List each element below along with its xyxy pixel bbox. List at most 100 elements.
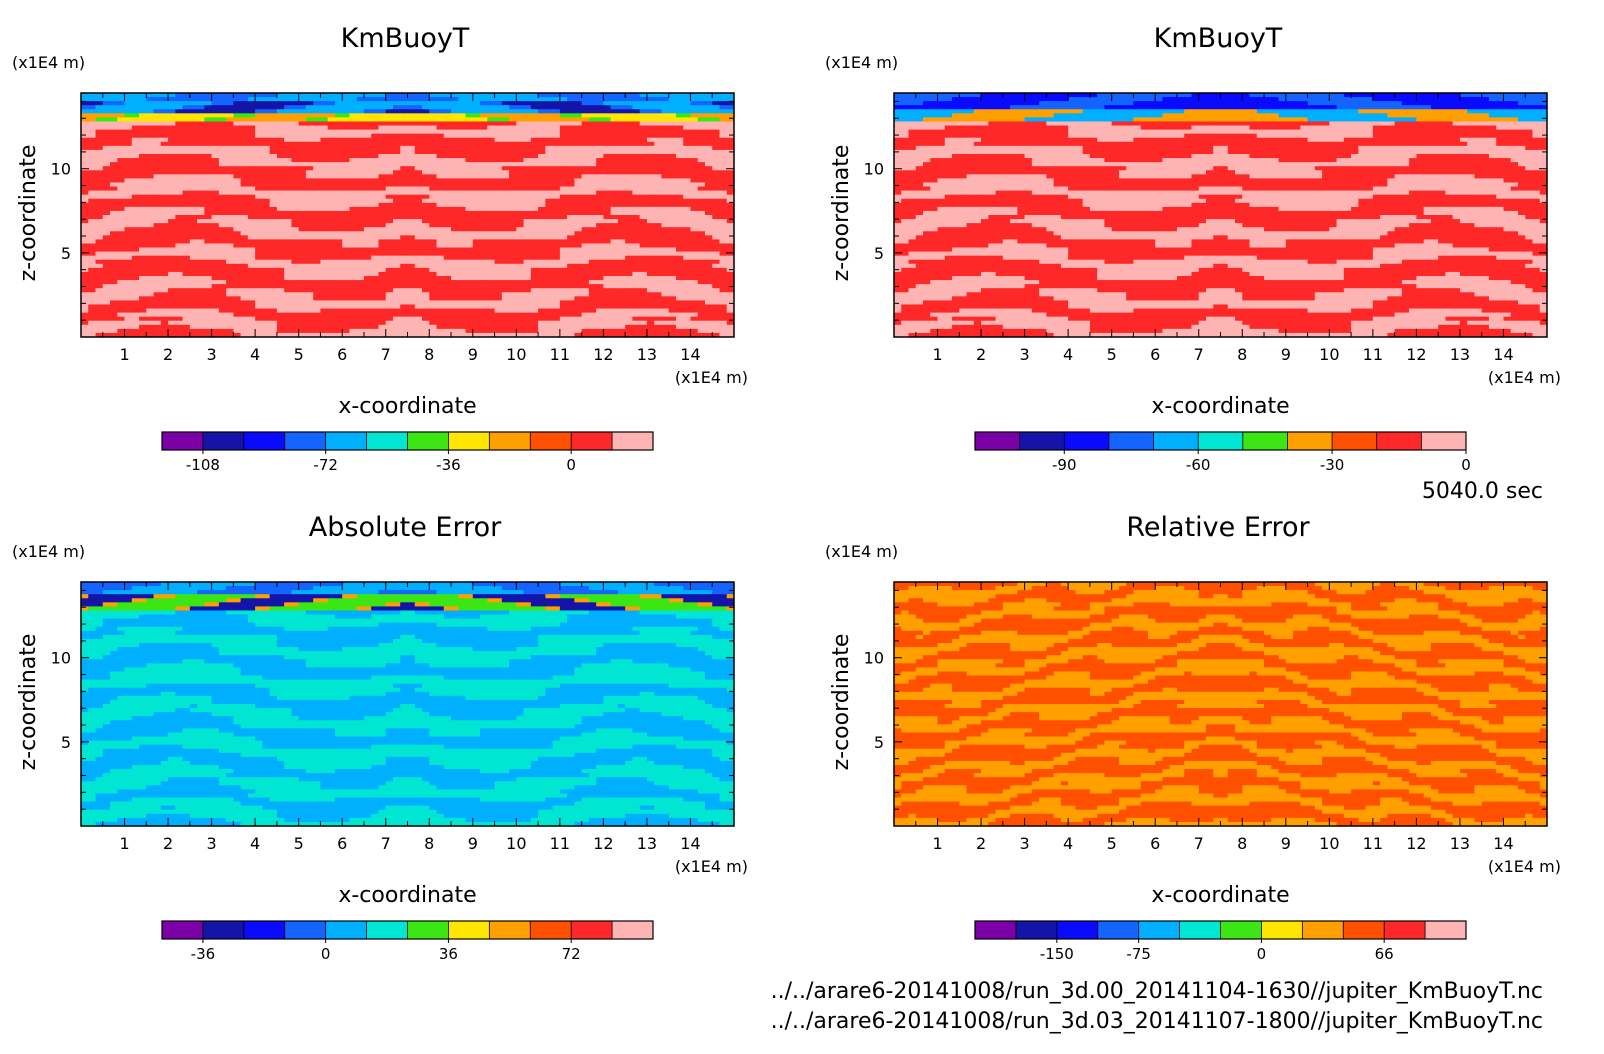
- contour-cell: [298, 121, 307, 127]
- contour-cell: [240, 210, 249, 216]
- contour-cell: [356, 198, 365, 204]
- contour-cell: [538, 97, 546, 102]
- contour-cell: [451, 190, 459, 196]
- contour-cell: [247, 113, 256, 118]
- contour-cell: [683, 154, 692, 159]
- contour-cell: [538, 276, 546, 281]
- contour-cell: [407, 243, 416, 249]
- contour-cell: [139, 121, 147, 127]
- contour-cell: [102, 219, 111, 224]
- contour-cell: [110, 117, 118, 123]
- contour-cell: [668, 267, 677, 273]
- contour-cell: [625, 125, 634, 131]
- contour-cell: [378, 101, 387, 106]
- contour-cell: [451, 267, 459, 273]
- contour-cell: [632, 186, 641, 192]
- contour-cell: [523, 121, 532, 127]
- contour-cell: [538, 239, 546, 245]
- contour-cell: [646, 182, 655, 188]
- contour-cell: [429, 166, 438, 171]
- contour-cell: [429, 227, 438, 232]
- contour-cell: [247, 227, 256, 232]
- contour-cell: [385, 312, 394, 318]
- contour-cell: [81, 255, 89, 261]
- contour-cell: [95, 141, 104, 147]
- contour-cell: [139, 141, 147, 147]
- contour-cell: [197, 190, 205, 196]
- contour-cell: [675, 206, 684, 212]
- contour-cell: [153, 316, 162, 322]
- contour-cell: [269, 125, 278, 131]
- contour-cell: [610, 129, 619, 135]
- contour-cell: [458, 97, 467, 102]
- contour-cell: [480, 93, 488, 98]
- contour-cell: [704, 198, 713, 204]
- contour-cell: [247, 133, 256, 139]
- contour-cell: [704, 141, 713, 147]
- contour-cell: [726, 219, 734, 224]
- contour-cell: [451, 145, 459, 151]
- contour-cell: [313, 129, 322, 135]
- contour-cell: [342, 219, 351, 224]
- contour-cell: [552, 296, 561, 301]
- contour-cell: [487, 280, 496, 285]
- contour-cell: [117, 267, 126, 273]
- contour-cell: [654, 231, 663, 236]
- contour-cell: [334, 223, 343, 228]
- contour-cell: [95, 227, 104, 232]
- contour-cell: [429, 182, 438, 188]
- contour-cell: [407, 206, 416, 212]
- contour-cell: [342, 129, 351, 135]
- contour-cell: [153, 129, 162, 135]
- contour-cell: [567, 231, 575, 236]
- contour-cell: [88, 267, 97, 273]
- contour-cell: [233, 121, 242, 127]
- contour-cell: [168, 170, 176, 175]
- contour-cell: [88, 97, 97, 102]
- contour-cell: [443, 288, 452, 293]
- contour-cell: [501, 162, 510, 167]
- contour-cell: [567, 312, 575, 318]
- contour-cell: [625, 182, 634, 188]
- contour-cell: [204, 166, 213, 171]
- contour-cell: [697, 304, 706, 310]
- contour-cell: [639, 170, 648, 175]
- contour-cell: [81, 190, 89, 196]
- contour-cell: [458, 117, 467, 123]
- contour-cell: [233, 133, 242, 139]
- contour-cell: [102, 215, 111, 220]
- contour-cell: [567, 243, 575, 249]
- contour-cell: [392, 267, 401, 273]
- contour-cell: [509, 133, 517, 139]
- contour-cell: [487, 145, 496, 151]
- contour-cell: [233, 304, 242, 310]
- contour-cell: [334, 105, 343, 110]
- contour-cell: [690, 308, 699, 314]
- contour-cell: [596, 182, 604, 188]
- contour-cell: [509, 158, 517, 163]
- contour-cell: [124, 259, 133, 265]
- contour-cell: [588, 174, 597, 179]
- contour-cell: [117, 101, 126, 106]
- contour-cell: [160, 93, 169, 98]
- contour-cell: [654, 219, 663, 224]
- contour-cell: [88, 280, 97, 285]
- contour-cell: [284, 141, 293, 147]
- contour-cell: [538, 174, 546, 179]
- contour-cell: [226, 239, 234, 245]
- contour-cell: [726, 210, 734, 216]
- contour-cell: [81, 145, 89, 151]
- contour-cell: [305, 235, 314, 240]
- contour-cell: [378, 190, 387, 196]
- contour-cell: [371, 243, 380, 249]
- contour-cell: [646, 276, 655, 281]
- contour-cell: [625, 255, 634, 261]
- contour-cell: [625, 109, 634, 114]
- contour-cell: [124, 223, 133, 228]
- contour-cell: [392, 129, 401, 135]
- contour-cell: [683, 312, 692, 318]
- contour-cell: [313, 113, 322, 118]
- contour-cell: [610, 97, 619, 102]
- contour-cell: [349, 235, 358, 240]
- contour-cell: [189, 129, 198, 135]
